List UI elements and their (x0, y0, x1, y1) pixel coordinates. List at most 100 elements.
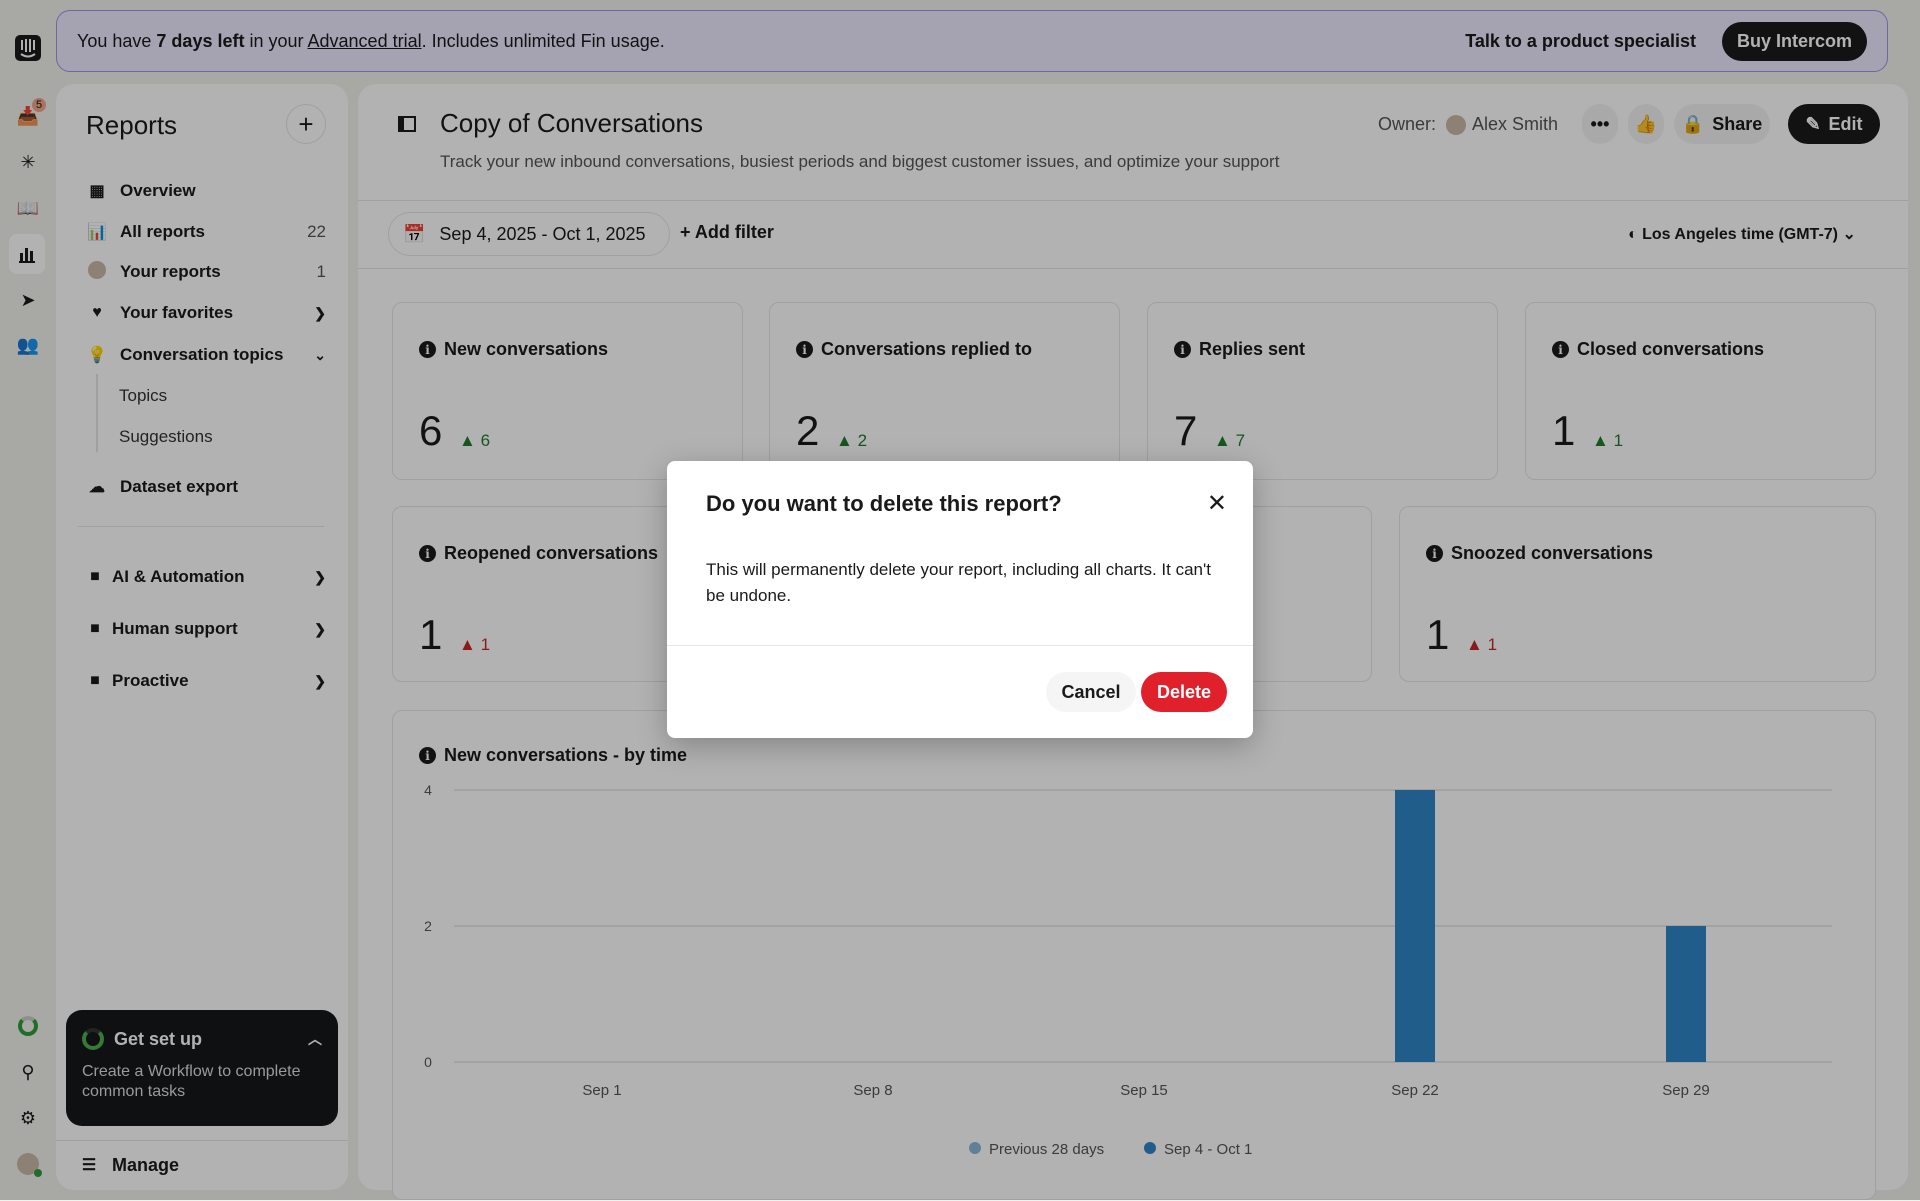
new-report-button[interactable]: + (286, 104, 326, 144)
outbound-icon[interactable]: ➤ (20, 289, 36, 310)
sidebar-item-conversation-topics[interactable]: 💡 Conversation topics ⌄ (87, 345, 326, 364)
chevron-right-icon: ❯ (314, 672, 326, 689)
sidebar-item-overview[interactable]: ▦ Overview (86, 176, 326, 206)
folder-icon: ■ (90, 672, 100, 689)
trial-message: You have 7 days left in your Advanced tr… (77, 30, 665, 51)
more-options-button[interactable]: ••• (1582, 104, 1618, 144)
fin-icon[interactable]: ✳ (20, 151, 36, 172)
talk-to-specialist-link[interactable]: Talk to a product specialist (1465, 30, 1696, 51)
divider (667, 645, 1253, 646)
reports-icon[interactable] (9, 234, 45, 274)
page-title: Copy of Conversations (440, 108, 704, 138)
setup-progress-icon[interactable] (14, 1012, 42, 1040)
date-range-picker[interactable]: 📅 Sep 4, 2025 - Oct 1, 2025 (388, 212, 670, 256)
folder-proactive[interactable]: ■ Proactive ❯ (86, 666, 326, 696)
y-tick-label: 0 (424, 1054, 432, 1070)
metric-card-conversations-replied[interactable]: i Conversations replied to 2 ▲ 2 (769, 302, 1120, 480)
folder-icon: ■ (90, 568, 100, 585)
x-tick-label: Sep 22 (1391, 1082, 1439, 1099)
info-icon: i (796, 341, 813, 358)
sidebar-item-dataset-export[interactable]: ☁ Dataset export (86, 472, 326, 502)
metric-card-new-conversations[interactable]: i New conversations 6 ▲ 6 (392, 302, 743, 480)
owner: Owner: Alex Smith (1378, 114, 1559, 135)
legend-swatch (1144, 1142, 1156, 1154)
info-icon: i (419, 545, 436, 562)
x-tick-label: Sep 1 (582, 1082, 621, 1099)
page-subtitle: Track your new inbound conversations, bu… (440, 152, 1280, 171)
dialog-title: Do you want to delete this report? (706, 491, 1062, 516)
lock-icon: 🔒 (1681, 113, 1705, 134)
divider (78, 526, 324, 527)
sidebar-title: Reports (86, 110, 178, 140)
chevron-right-icon: ❯ (314, 568, 326, 585)
legend-label: Previous 28 days (989, 1141, 1104, 1158)
cloud-download-icon: ☁ (89, 479, 105, 496)
edit-button[interactable]: ✎ Edit (1788, 104, 1880, 144)
bar-current (1666, 926, 1706, 1062)
avatar[interactable] (14, 1150, 42, 1178)
divider (358, 268, 1908, 269)
lightbulb-icon: 💡 (87, 347, 107, 364)
folder-icon: ■ (90, 620, 100, 637)
intercom-logo[interactable] (14, 34, 42, 62)
x-tick-label: Sep 8 (853, 1082, 892, 1099)
legend-label: Sep 4 - Oct 1 (1164, 1141, 1252, 1158)
delete-button[interactable]: Delete (1141, 672, 1227, 712)
share-button[interactable]: 🔒 Share (1674, 104, 1770, 144)
dialog-body: This will permanently delete your report… (706, 560, 1211, 605)
delete-report-dialog: Do you want to delete this report? ✕ Thi… (667, 461, 1253, 738)
heart-icon: ♥ (92, 304, 102, 321)
info-icon: i (419, 747, 436, 764)
info-icon: i (419, 341, 436, 358)
y-tick-label: 2 (424, 918, 432, 934)
metric-card-replies-sent[interactable]: i Replies sent 7 ▲ 7 (1147, 302, 1498, 480)
timezone-selector[interactable]: ◐ Los Angeles time (GMT-7) ⌄ (1628, 226, 1856, 243)
add-filter-button[interactable]: + Add filter (680, 222, 774, 242)
folder-human-support[interactable]: ■ Human support ❯ (86, 614, 326, 644)
trial-banner: You have 7 days left in your Advanced tr… (56, 10, 1888, 72)
progress-ring-icon (82, 1028, 104, 1050)
sidebar-item-your-favorites[interactable]: ♥ Your favorites ❯ (86, 298, 326, 328)
setup-description: Create a Workflow to complete common tas… (82, 1063, 301, 1100)
advanced-trial-link[interactable]: Advanced trial (307, 30, 422, 51)
chevron-up-icon[interactable]: ︿ (308, 1031, 322, 1047)
sidebar-item-your-reports[interactable]: Your reports 1 (86, 257, 326, 287)
get-set-up-card[interactable]: Get set up ︿ Create a Workflow to complet… (66, 1010, 338, 1126)
pencil-icon: ✎ (1805, 113, 1821, 134)
chevron-down-icon: ⌄ (1842, 226, 1856, 243)
inbox-icon[interactable]: 📥 5 (14, 98, 46, 130)
search-icon[interactable]: ⚲ (21, 1061, 35, 1082)
thumbs-up-button[interactable]: 👍 (1628, 104, 1664, 144)
legend-swatch (969, 1142, 981, 1154)
bar-chart-icon: 📊 (87, 224, 107, 241)
info-icon: i (1552, 341, 1569, 358)
setup-title: Get set up (114, 1028, 203, 1049)
divider (358, 200, 1908, 201)
metric-card-snoozed-conversations[interactable]: i Snoozed conversations 1 ▲ 1 (1399, 506, 1876, 682)
calendar-icon: 📅 (403, 223, 426, 244)
chart-title: New conversations - by time (444, 745, 688, 765)
cancel-button[interactable]: Cancel (1046, 672, 1136, 712)
chevron-right-icon: ❯ (314, 304, 326, 321)
toggle-sidebar-icon[interactable] (398, 116, 416, 132)
sidebar-subitem-topics[interactable]: Topics (119, 386, 168, 405)
metric-card-closed-conversations[interactable]: i Closed conversations 1 ▲ 1 (1525, 302, 1876, 480)
manage-button[interactable]: ☰ Manage (78, 1150, 318, 1180)
sidebar-item-all-reports[interactable]: 📊 All reports 22 (87, 222, 326, 241)
bar-current (1395, 790, 1435, 1062)
x-tick-label: Sep 29 (1662, 1082, 1710, 1099)
contacts-icon[interactable]: 👥 (16, 334, 40, 355)
info-icon: i (1426, 545, 1443, 562)
subitem-guide (96, 374, 98, 452)
bar-chart: 0 2 4 Sep 1 Sep 8 Sep 15 Sep 22 Sep 29 Previous … (424, 782, 1832, 1158)
knowledge-icon[interactable]: 📖 (16, 197, 40, 218)
globe-icon: ◐ (1628, 226, 1638, 243)
settings-icon[interactable]: ⚙ (19, 1107, 37, 1128)
chart-card: i New conversations - by time 0 2 4 Sep 1 Sep… (392, 710, 1876, 1200)
sidebar-subitem-suggestions[interactable]: Suggestions (119, 427, 213, 446)
chevron-right-icon: ❯ (314, 620, 326, 637)
folder-ai-automation[interactable]: ■ AI & Automation ❯ (86, 562, 326, 592)
close-icon[interactable]: ✕ (1206, 490, 1227, 517)
buy-intercom-button[interactable]: Buy Intercom (1721, 21, 1867, 61)
y-tick-label: 4 (424, 782, 432, 798)
